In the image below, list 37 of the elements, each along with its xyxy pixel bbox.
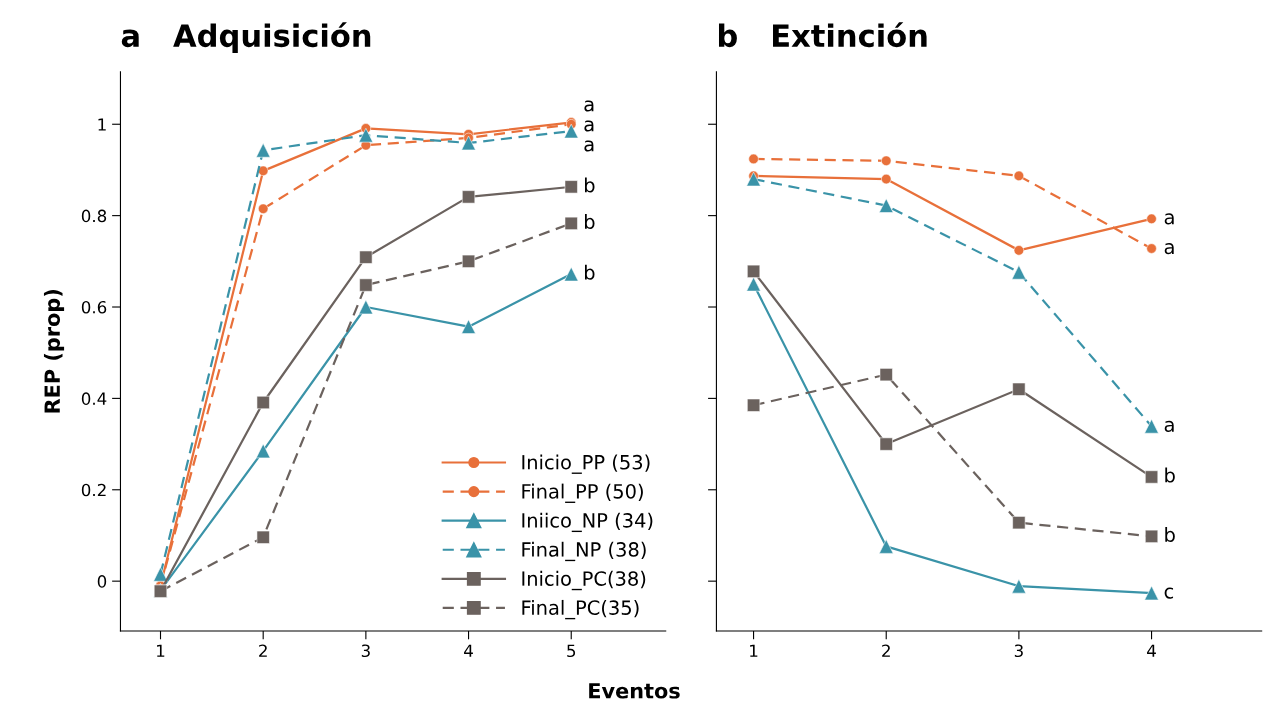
annotation: c	[1164, 587, 1174, 599]
annotation: a	[1164, 243, 1174, 255]
y-tick-label: 0	[97, 575, 107, 588]
x-tick-label: 1	[157, 644, 165, 657]
x-tick-label: 4	[464, 644, 473, 657]
legend-label: Iniico_NP (34)	[522, 512, 653, 533]
y-tick-label: 0.6	[81, 300, 107, 314]
x-tick-label: 3	[361, 644, 370, 658]
y-axis-title: REP (prop)	[43, 289, 65, 413]
annotation: b	[585, 264, 595, 280]
legend-label: Final_PC(35)	[522, 599, 639, 620]
y-tick-label: 0.8	[81, 209, 107, 223]
annotation: a	[1164, 213, 1174, 225]
x-axis-title: Eventos	[589, 683, 680, 699]
annotation: a	[584, 140, 594, 152]
x-tick-label: 2	[882, 644, 890, 657]
x-tick-label: 5	[567, 644, 576, 658]
annotation: a	[584, 120, 594, 132]
legend-label: Inicio_PC(38)	[522, 570, 646, 591]
x-tick-label: 1	[750, 644, 758, 657]
annotation: b	[585, 213, 595, 230]
annotation: a	[584, 100, 594, 112]
x-tick-label: 4	[1147, 644, 1156, 657]
chart-title: b Extinción	[718, 22, 927, 48]
chart-title: a Adquisición	[121, 22, 371, 54]
annotation: b	[1165, 467, 1175, 483]
y-tick-label: 0.2	[81, 483, 106, 497]
x-tick-label: 2	[259, 644, 267, 657]
y-tick-label: 0.4	[81, 392, 107, 405]
x-tick-label: 3	[1014, 644, 1023, 658]
annotation: b	[1165, 526, 1175, 543]
legend-label: Final_NP (38)	[522, 541, 646, 562]
annotation: a	[1164, 420, 1174, 432]
annotation: b	[585, 177, 595, 193]
y-tick-label: 1	[98, 118, 106, 131]
legend-label: Inicio_PP (53)	[522, 454, 650, 474]
legend-label: Final_PP (50)	[522, 483, 643, 503]
